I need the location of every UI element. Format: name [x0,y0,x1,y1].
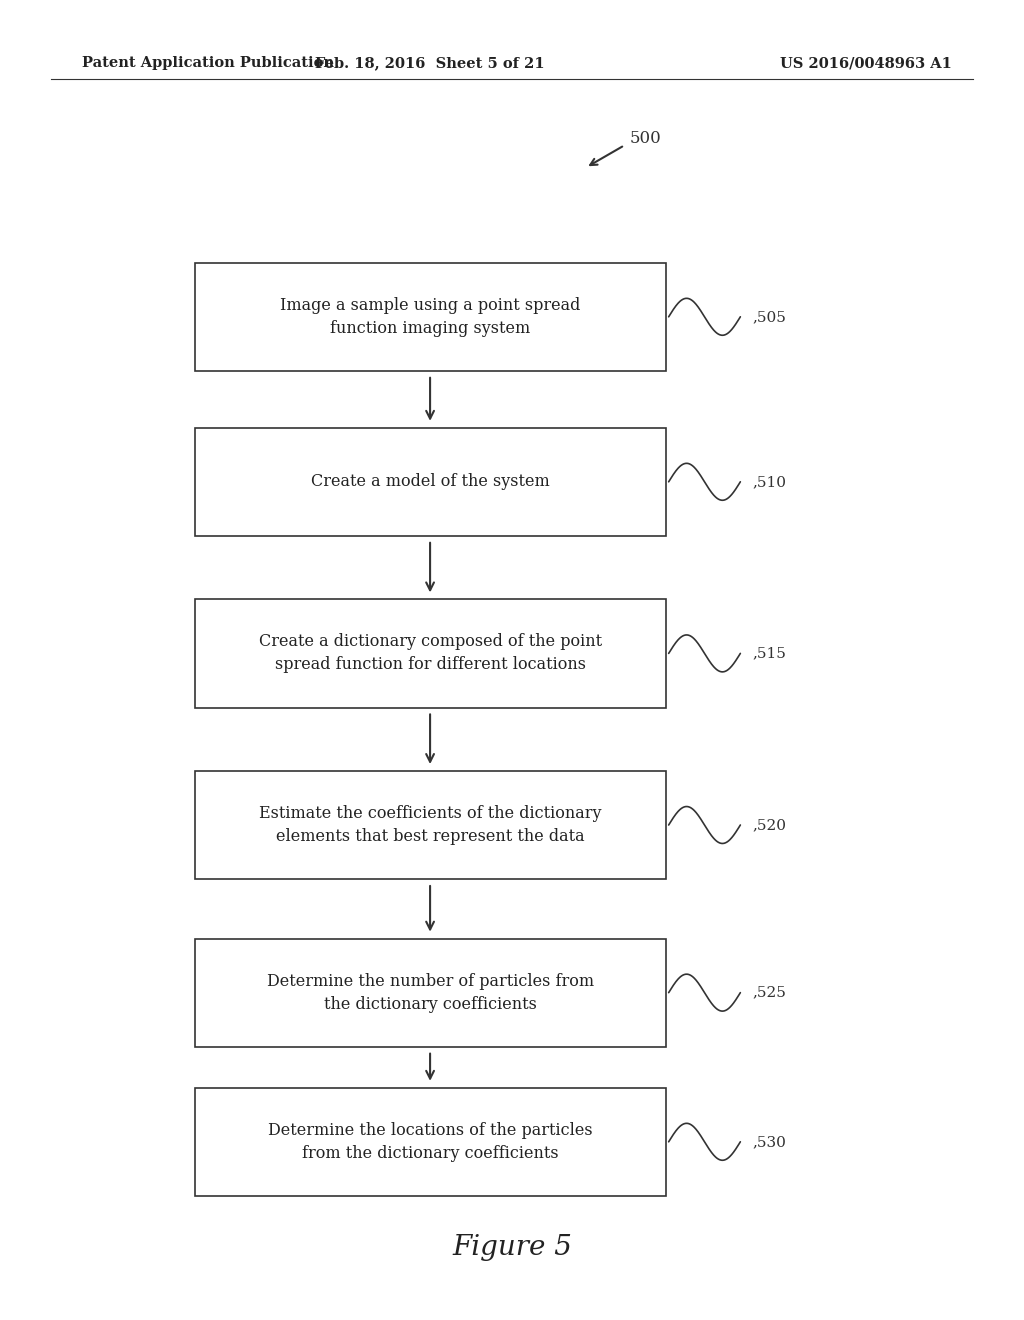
Text: Determine the locations of the particles
from the dictionary coefficients: Determine the locations of the particles… [267,1122,593,1162]
Text: Feb. 18, 2016  Sheet 5 of 21: Feb. 18, 2016 Sheet 5 of 21 [315,57,545,70]
Text: Create a model of the system: Create a model of the system [310,474,550,490]
FancyBboxPatch shape [195,599,666,708]
Text: ,515: ,515 [753,647,786,660]
FancyBboxPatch shape [195,263,666,371]
FancyBboxPatch shape [195,939,666,1047]
Text: ,525: ,525 [753,986,786,999]
Text: Estimate the coefficients of the dictionary
elements that best represent the dat: Estimate the coefficients of the diction… [259,805,601,845]
FancyBboxPatch shape [195,1088,666,1196]
Text: ,505: ,505 [753,310,786,323]
FancyBboxPatch shape [195,428,666,536]
Text: Patent Application Publication: Patent Application Publication [82,57,334,70]
Text: Figure 5: Figure 5 [452,1234,572,1261]
Text: Determine the number of particles from
the dictionary coefficients: Determine the number of particles from t… [266,973,594,1012]
Text: ,510: ,510 [753,475,786,488]
Text: US 2016/0048963 A1: US 2016/0048963 A1 [780,57,952,70]
Text: ,530: ,530 [753,1135,786,1148]
Text: ,520: ,520 [753,818,786,832]
Text: Image a sample using a point spread
function imaging system: Image a sample using a point spread func… [280,297,581,337]
FancyBboxPatch shape [195,771,666,879]
Text: Create a dictionary composed of the point
spread function for different location: Create a dictionary composed of the poin… [258,634,602,673]
Text: 500: 500 [630,131,662,147]
